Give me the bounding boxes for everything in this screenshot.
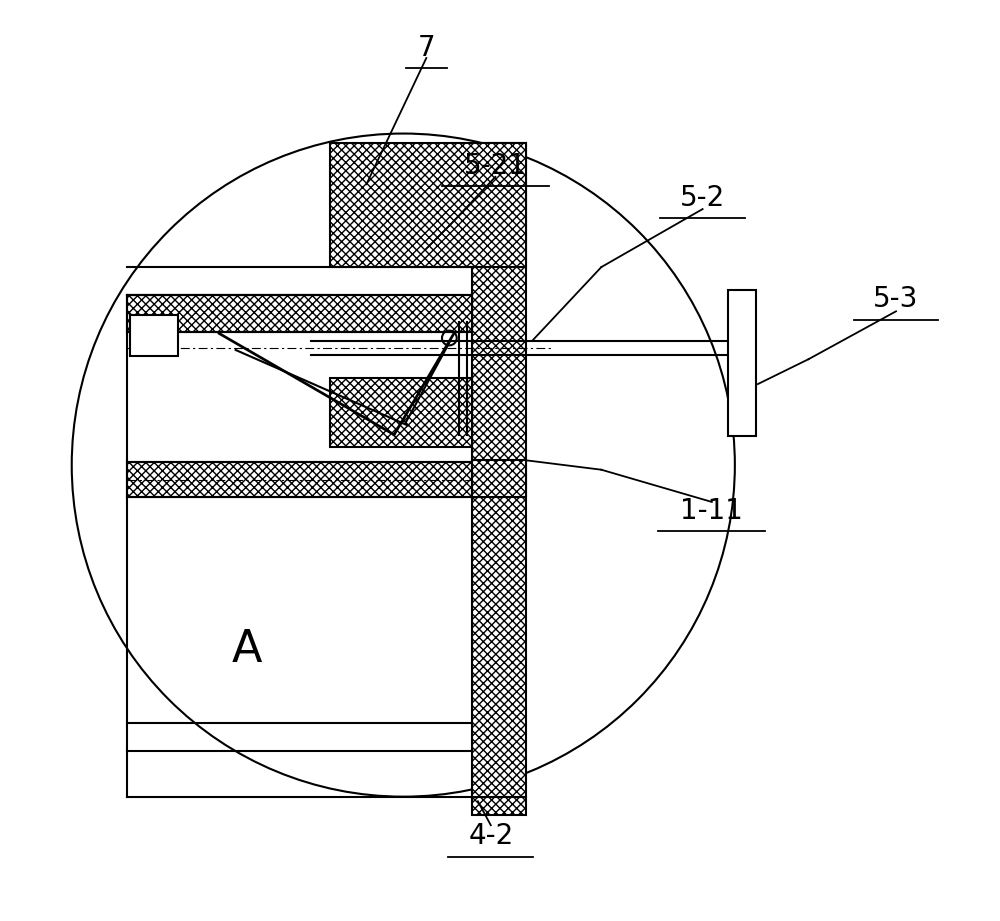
Bar [472,143,526,815]
Bar [127,462,472,497]
Text: 7: 7 [418,34,435,62]
Text: 5-2: 5-2 [680,184,725,212]
Bar [130,315,178,356]
Bar [472,460,526,497]
Bar [127,295,472,332]
Text: 5-3: 5-3 [873,286,919,313]
Text: 1-11: 1-11 [680,497,743,525]
Bar [330,378,472,447]
Bar [728,290,756,436]
Text: 5-21: 5-21 [464,152,527,180]
Text: 4-2: 4-2 [468,822,513,850]
Text: A: A [231,628,262,670]
Bar [330,143,526,267]
